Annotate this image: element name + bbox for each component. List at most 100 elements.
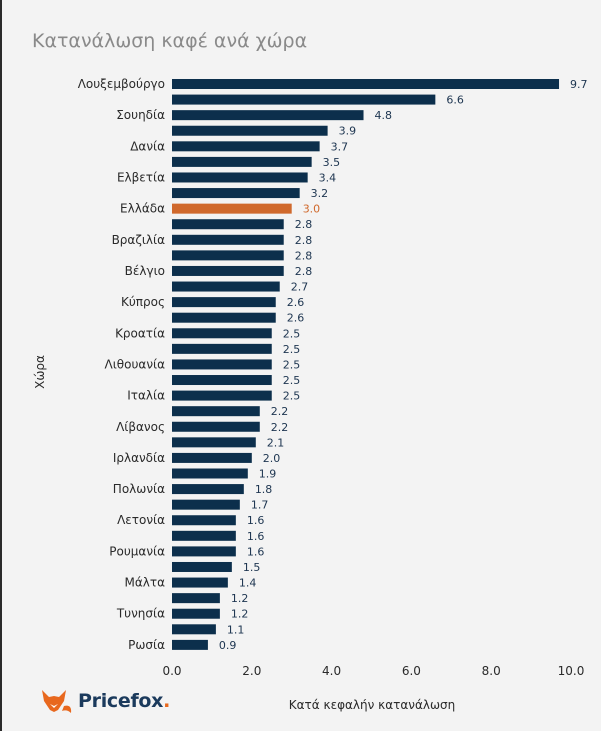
data-label: 2.1 xyxy=(267,436,285,449)
data-label: 1.6 xyxy=(247,514,265,527)
bar xyxy=(172,452,252,463)
bar xyxy=(172,375,272,386)
bar xyxy=(172,437,256,448)
category-label: Ιταλία xyxy=(127,389,165,403)
data-label: 3.0 xyxy=(303,203,321,216)
data-label: 2.5 xyxy=(283,390,301,403)
category-label: Κροατία xyxy=(115,326,165,340)
category-label: Λιθουανία xyxy=(105,357,166,371)
data-label: 2.2 xyxy=(271,405,289,418)
data-label: 2.5 xyxy=(283,374,301,387)
data-label: 1.4 xyxy=(239,577,256,590)
bar xyxy=(172,390,272,401)
bar xyxy=(172,265,284,276)
data-label: 2.2 xyxy=(271,421,289,434)
bar xyxy=(172,172,308,183)
data-label: 1.1 xyxy=(227,623,245,636)
data-label: 3.4 xyxy=(319,171,337,184)
category-label: Σουηδία xyxy=(116,108,165,122)
data-label: 1.8 xyxy=(255,483,273,496)
data-label: 3.2 xyxy=(311,187,329,200)
data-label: 2.0 xyxy=(263,452,281,465)
bar xyxy=(172,281,280,292)
category-label: Λίβανος xyxy=(116,420,165,434)
bar xyxy=(172,624,216,635)
category-label: Ελλάδα xyxy=(120,202,165,216)
bar xyxy=(172,250,284,261)
bar xyxy=(172,468,248,479)
bar xyxy=(172,593,220,604)
chart-title: Κατανάλωση καφέ ανά χώρα xyxy=(32,30,308,52)
category-label: Δανία xyxy=(130,139,165,153)
data-label: 1.2 xyxy=(231,608,249,621)
category-label: Ρουμανία xyxy=(109,544,165,558)
data-label: 2.6 xyxy=(287,296,305,309)
data-label: 3.5 xyxy=(323,156,341,169)
brand-name: Pricefox. xyxy=(78,690,171,712)
bar xyxy=(172,156,312,167)
data-label: 1.6 xyxy=(247,545,265,558)
data-label: 3.9 xyxy=(339,125,357,138)
left-border xyxy=(0,0,2,731)
data-label: 2.7 xyxy=(291,281,309,294)
bar xyxy=(172,188,300,199)
data-label: 2.5 xyxy=(283,343,301,356)
category-label: Ελβετία xyxy=(117,170,165,184)
brand-logo: Pricefox. xyxy=(38,686,170,716)
bar xyxy=(172,546,236,557)
x-tick-label: 8.0 xyxy=(482,664,501,678)
category-label: Πολωνία xyxy=(113,482,165,496)
bar xyxy=(172,328,272,339)
bar xyxy=(172,421,260,432)
bar xyxy=(172,312,276,323)
bar xyxy=(172,125,328,136)
bar xyxy=(172,203,292,214)
bar xyxy=(172,359,272,370)
data-label: 3.7 xyxy=(331,140,349,153)
data-label: 1.5 xyxy=(243,561,261,574)
bar xyxy=(172,110,364,121)
category-label: Μάλτα xyxy=(125,576,166,590)
bar xyxy=(172,515,236,526)
bar xyxy=(172,608,220,619)
category-label: Τυνησία xyxy=(116,607,165,621)
x-tick-label: 6.0 xyxy=(402,664,421,678)
bar xyxy=(172,297,276,308)
x-tick-label: 4.0 xyxy=(322,664,341,678)
bar xyxy=(172,219,284,230)
bar xyxy=(172,639,208,650)
data-label: 9.7 xyxy=(570,78,588,91)
fox-logo-icon xyxy=(42,690,72,713)
x-tick-label: 10.0 xyxy=(558,664,585,678)
bar xyxy=(172,406,260,417)
data-label: 2.8 xyxy=(295,265,313,278)
category-label: Κύπρος xyxy=(121,295,165,309)
data-label: 2.8 xyxy=(295,234,313,247)
bar xyxy=(172,141,320,152)
data-label: 1.9 xyxy=(259,468,277,481)
category-label: Βραζιλία xyxy=(112,233,166,247)
bar xyxy=(172,577,228,588)
bar xyxy=(172,94,436,105)
bar xyxy=(172,234,284,245)
bar xyxy=(172,484,244,495)
bar xyxy=(172,530,236,541)
data-label: 2.8 xyxy=(295,218,313,231)
data-label: 4.8 xyxy=(375,109,393,122)
category-label: Ρωσία xyxy=(128,638,165,652)
category-label: Ιρλανδία xyxy=(113,451,165,465)
category-label: Βέλγιο xyxy=(125,264,165,278)
data-label: 2.5 xyxy=(283,327,301,340)
x-tick-label: 0.0 xyxy=(162,664,181,678)
data-label: 1.7 xyxy=(251,499,269,512)
data-label: 1.6 xyxy=(247,530,265,543)
category-label: Λετονία xyxy=(117,513,165,527)
data-label: 1.2 xyxy=(231,592,249,605)
x-tick-label: 2.0 xyxy=(242,664,261,678)
x-axis-label: Κατά κεφαλήν κατανάλωση xyxy=(288,698,456,712)
bar xyxy=(172,561,232,572)
bar xyxy=(172,499,240,510)
bar xyxy=(172,343,272,354)
